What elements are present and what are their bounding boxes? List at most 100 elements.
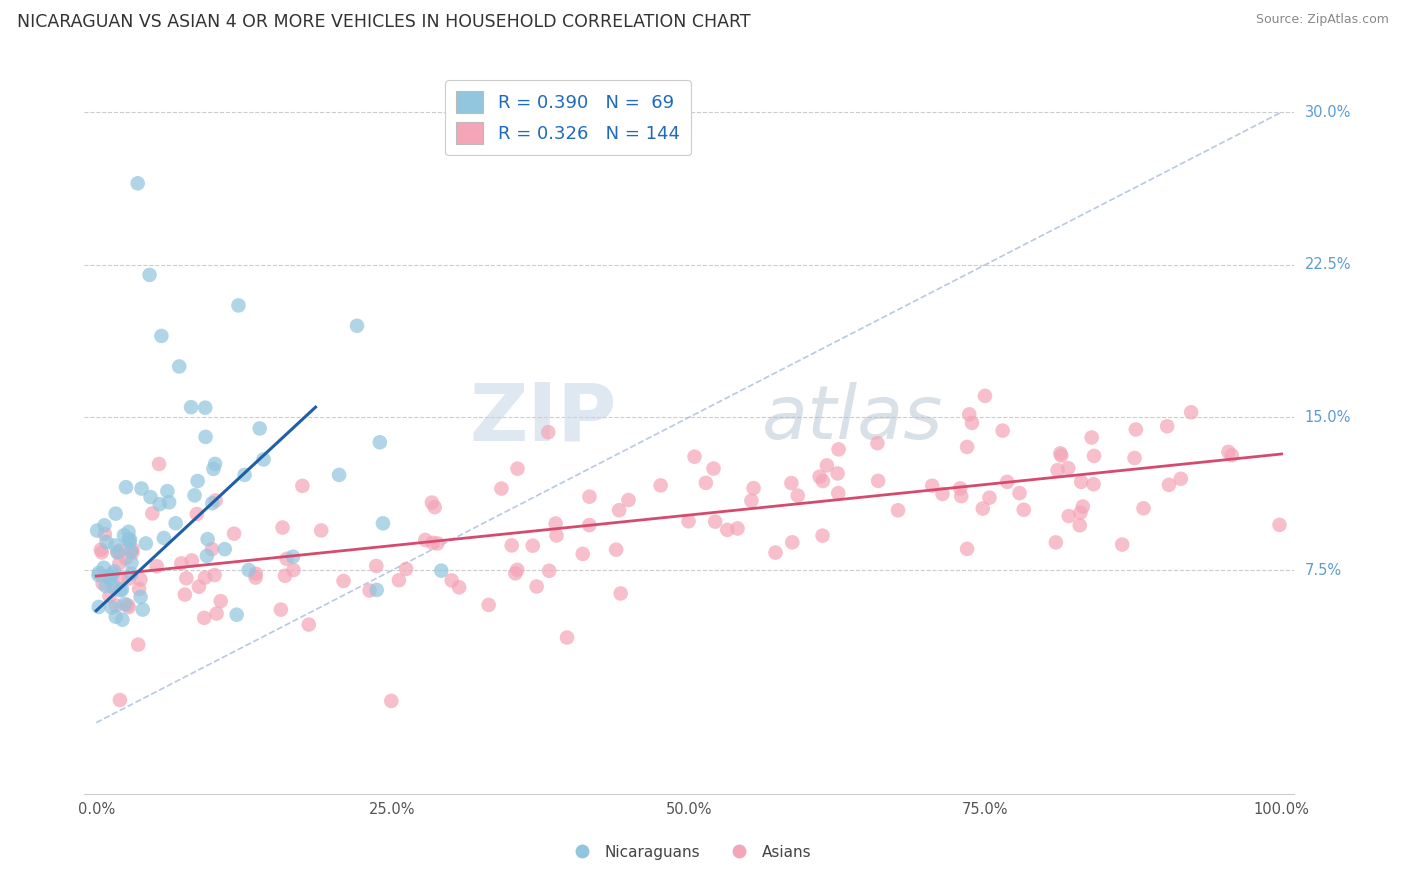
Asians	[702, 461, 724, 475]
Nicaraguans	[371, 516, 394, 531]
Asians	[991, 424, 1014, 438]
Asians	[605, 542, 627, 557]
Nicaraguans	[157, 495, 180, 509]
Asians	[537, 425, 560, 440]
Asians	[359, 583, 381, 598]
Asians	[716, 523, 738, 537]
Nicaraguans	[97, 569, 120, 583]
Asians	[815, 458, 838, 473]
Asians	[1046, 463, 1069, 477]
Nicaraguans	[165, 516, 187, 531]
Asians	[765, 545, 787, 559]
Asians	[127, 638, 149, 652]
Nicaraguans	[149, 497, 172, 511]
Asians	[205, 607, 228, 621]
Asians	[173, 588, 195, 602]
Asians	[426, 536, 449, 550]
Asians	[388, 574, 411, 588]
Nicaraguans	[183, 488, 205, 502]
Nicaraguans	[111, 613, 134, 627]
Asians	[1069, 518, 1091, 533]
Text: atlas: atlas	[762, 382, 943, 454]
Asians	[180, 553, 202, 567]
Asians	[1057, 461, 1080, 475]
Nicaraguans	[120, 544, 142, 558]
Nicaraguans	[118, 534, 141, 549]
Asians	[270, 602, 292, 616]
Asians	[827, 486, 849, 500]
Asians	[887, 503, 910, 517]
Asians	[222, 526, 245, 541]
Asians	[283, 563, 305, 577]
Text: 15.0%: 15.0%	[1305, 409, 1351, 425]
Asians	[395, 562, 418, 576]
Asians	[538, 564, 561, 578]
Nicaraguans	[366, 582, 388, 597]
Asians	[950, 489, 973, 503]
Asians	[129, 573, 152, 587]
Asians	[501, 538, 523, 552]
Asians	[1268, 517, 1291, 532]
Nicaraguans	[107, 545, 129, 559]
Text: 30.0%: 30.0%	[1305, 104, 1351, 120]
Asians	[413, 533, 436, 547]
Nicaraguans	[252, 452, 274, 467]
Asians	[204, 568, 226, 582]
Nicaraguans	[86, 524, 108, 538]
Asians	[1111, 537, 1133, 551]
Nicaraguans	[138, 268, 160, 282]
Asians	[827, 442, 849, 457]
Nicaraguans	[249, 421, 271, 435]
Asians	[201, 542, 224, 557]
Asians	[956, 541, 979, 556]
Nicaraguans	[346, 318, 368, 333]
Asians	[332, 574, 354, 588]
Asians	[94, 527, 117, 541]
Nicaraguans	[112, 528, 135, 542]
Asians	[506, 461, 529, 475]
Asians	[1125, 422, 1147, 436]
Nicaraguans	[131, 482, 153, 496]
Asians	[186, 507, 208, 521]
Asians	[1180, 405, 1202, 419]
Nicaraguans	[194, 401, 217, 415]
Text: ZIP: ZIP	[470, 379, 616, 458]
Text: 7.5%: 7.5%	[1305, 563, 1341, 577]
Asians	[1045, 535, 1067, 549]
Asians	[650, 478, 672, 492]
Asians	[1083, 477, 1105, 491]
Asians	[727, 521, 749, 535]
Asians	[931, 487, 953, 501]
Asians	[544, 516, 567, 531]
Nicaraguans	[87, 568, 110, 582]
Asians	[1080, 430, 1102, 444]
Asians	[90, 542, 112, 557]
Nicaraguans	[104, 538, 127, 552]
Asians	[271, 520, 294, 534]
Asians	[194, 570, 217, 584]
Asians	[956, 440, 979, 454]
Asians	[145, 559, 167, 574]
Asians	[960, 416, 983, 430]
Nicaraguans	[238, 563, 260, 577]
Nicaraguans	[129, 590, 152, 604]
Asians	[1070, 475, 1092, 489]
Asians	[187, 580, 209, 594]
Nicaraguans	[233, 467, 256, 482]
Asians	[1170, 472, 1192, 486]
Asians	[291, 479, 314, 493]
Nicaraguans	[197, 532, 219, 546]
Nicaraguans	[115, 480, 138, 494]
Asians	[141, 507, 163, 521]
Asians	[128, 582, 150, 596]
Asians	[522, 539, 544, 553]
Nicaraguans	[328, 467, 350, 482]
Text: NICARAGUAN VS ASIAN 4 OR MORE VEHICLES IN HOUSEHOLD CORRELATION CHART: NICARAGUAN VS ASIAN 4 OR MORE VEHICLES I…	[17, 13, 751, 31]
Asians	[683, 450, 706, 464]
Nicaraguans	[202, 462, 225, 476]
Nicaraguans	[117, 524, 139, 539]
Asians	[422, 536, 444, 550]
Asians	[118, 572, 141, 586]
Nicaraguans	[101, 600, 124, 615]
Asians	[827, 467, 849, 481]
